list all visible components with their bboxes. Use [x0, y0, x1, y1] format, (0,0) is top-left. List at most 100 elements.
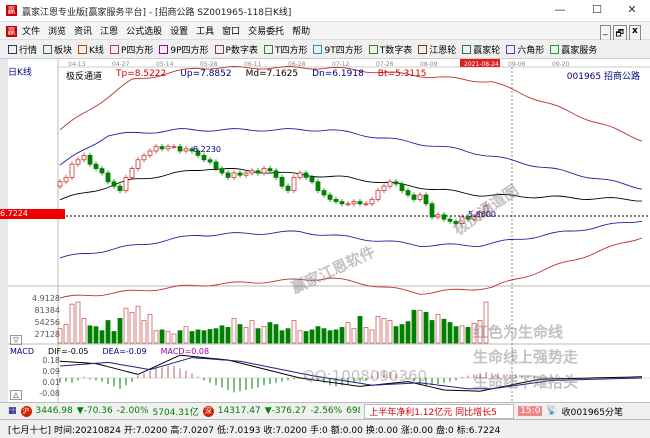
menu-browse[interactable]: 浏览 [48, 27, 67, 37]
volume-bar [189, 331, 195, 344]
menu-help[interactable]: 帮助 [292, 27, 311, 37]
sh-amount: 5704.31亿 [152, 407, 199, 418]
toolbar-PN-button[interactable]: P数字表 [214, 43, 258, 56]
volume-bar [237, 324, 243, 344]
sh-pct: -2.00% [116, 406, 149, 416]
dea-value: DEA=-0.09 [102, 347, 147, 356]
volume-bar [219, 325, 225, 344]
collapse-volume-button[interactable]: ▽ [10, 335, 22, 345]
toolbar-label: 赢家服务 [561, 45, 598, 56]
macd-axis-009: 0.09 [42, 367, 60, 376]
news-ticker[interactable]: 上半年净利1.12亿元 同比增长5 [364, 403, 515, 419]
dn-value: Dn=6.1918 [312, 69, 364, 79]
toolbar-label: K线 [89, 45, 104, 56]
date-tick: 2021-08-24 [464, 61, 499, 68]
candle [69, 163, 75, 178]
expand-macd-button[interactable]: △ [10, 390, 22, 400]
maximize-button[interactable]: ☐ [592, 3, 602, 16]
macd-value: MACD=0.08 [160, 347, 210, 356]
date-tick: 04-27 [112, 61, 130, 68]
volume-bar [87, 325, 93, 344]
candle [273, 170, 279, 178]
md-value: Md=7.1625 [245, 69, 299, 79]
toolbar-label: 行情 [19, 45, 38, 56]
volume-bar [207, 329, 213, 344]
volume-bar [357, 316, 363, 344]
toolbar-dollar-button[interactable]: 赢家服务 [550, 43, 597, 56]
candle [381, 185, 387, 191]
candle [159, 146, 165, 150]
volume-bar [309, 329, 315, 344]
stock-code-name: 001965 招商公路 [566, 72, 640, 82]
candle [261, 168, 267, 174]
watermark: QQ:1008090360 [303, 367, 428, 385]
candle [105, 172, 111, 183]
candle [111, 181, 117, 187]
candle [237, 172, 243, 176]
info-low: 低:7.0193 [216, 425, 261, 436]
candle [135, 159, 141, 169]
toolbar-TN-button[interactable]: T数字表 [368, 43, 412, 56]
candle [435, 214, 441, 218]
volume-axis-27128: 27128 [34, 330, 60, 339]
volume-bar [165, 331, 171, 344]
menu-news[interactable]: 资讯 [74, 27, 93, 37]
9T-icon [313, 44, 323, 54]
time-badge: 15:0 [518, 406, 543, 416]
kline-chart[interactable]: 04-13 04-27 05-14 05-28 06-11 06-28 07-12 07-26… [8, 59, 650, 402]
volume-bar [339, 327, 345, 344]
tick-info[interactable]: 收001965分笔 [561, 407, 623, 418]
hexagon-icon [506, 44, 516, 54]
close-button[interactable]: ✕ [627, 3, 637, 16]
volume-bar [105, 320, 111, 344]
toolbar-kline-button[interactable]: K线 [78, 43, 104, 56]
info-turnover: 换:0.00 [365, 425, 398, 436]
toolbar-label: 赢家轮 [473, 45, 501, 56]
menu-tools[interactable]: 工具 [196, 27, 215, 37]
chart-area[interactable]: 04-13 04-27 05-14 05-28 06-11 06-28 07-12 07-26… [0, 59, 650, 402]
bt-value: Bt=5.3115 [377, 69, 427, 79]
volume-bar [315, 326, 321, 344]
candle [411, 194, 417, 200]
menu-gann[interactable]: 江恩 [100, 27, 119, 37]
volume-bar [285, 328, 291, 344]
candle [363, 203, 369, 206]
volume-bar [303, 331, 309, 344]
toolbar-T4-button[interactable]: T四方形 [263, 43, 307, 56]
toolbar-P4-button[interactable]: P四方形 [109, 43, 153, 56]
toolbar-grid-button[interactable]: 行情 [8, 43, 37, 56]
volume-bar [261, 326, 267, 344]
info-amount: 额:0.00 [330, 425, 363, 436]
candle [303, 172, 309, 178]
candle [339, 201, 345, 205]
sz-pct: -2.56% [310, 406, 343, 416]
menu-trade[interactable]: 交易委托 [248, 27, 285, 37]
toolbar-9P-button[interactable]: 9P四方形 [159, 43, 209, 56]
antenna-icon: 📡 [546, 406, 558, 416]
volume-bar [249, 320, 255, 344]
volume-bar [417, 309, 423, 344]
menu-formula[interactable]: 公式选股 [126, 27, 163, 37]
info-bar: [七月十七] 时间:20210824 开:7.0200 高:7.0207 低:7… [0, 419, 650, 438]
candle [129, 168, 135, 178]
toolbar-wheel2-button[interactable]: 赢家轮 [462, 43, 500, 56]
toolbar-blocks-button[interactable]: 板块 [43, 43, 72, 56]
info-mark: 标:6.7224 [456, 425, 501, 436]
candle [63, 176, 69, 183]
toolbar-9T-button[interactable]: 9T四方形 [313, 43, 363, 56]
menu-file[interactable]: 文件 [22, 27, 41, 37]
candle [483, 205, 489, 213]
toolbar-wheel-button[interactable]: 江恩轮 [418, 43, 456, 56]
toolbar-hexagon-button[interactable]: 六角形 [506, 43, 544, 56]
info-open: 开:7.0200 [123, 425, 168, 436]
menu-settings[interactable]: 设置 [170, 27, 189, 37]
candle [387, 181, 393, 187]
calculator-icon[interactable]: ▦ [8, 406, 17, 416]
volume-bar [159, 329, 165, 344]
candle [351, 201, 357, 205]
minimize-button[interactable]: — [554, 3, 566, 16]
candle [417, 194, 423, 200]
volume-bar [69, 303, 75, 344]
menu-window[interactable]: 窗口 [222, 27, 241, 37]
candle [447, 218, 453, 222]
